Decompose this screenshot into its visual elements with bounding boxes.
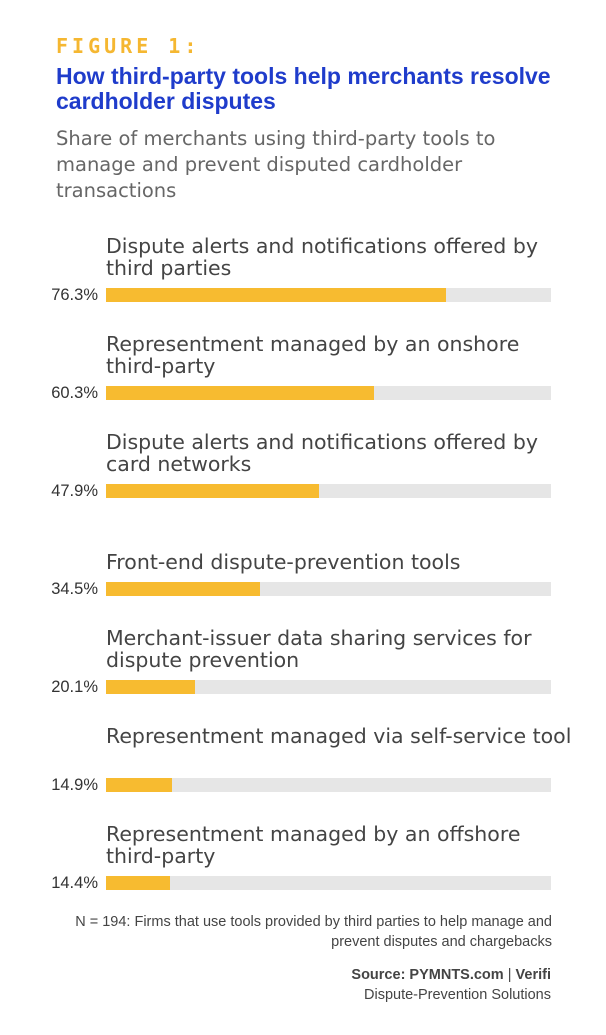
bar-category-label: Representment managed via self-service t…	[106, 724, 572, 748]
bar	[106, 876, 171, 890]
bar-value-label: 14.4%	[51, 874, 98, 892]
chart-subtitle: Share of merchants using third-party too…	[56, 127, 496, 202]
bar-category-label: Front-end dispute-prevention tools	[106, 550, 461, 574]
source-product: Dispute-Prevention Solutions	[364, 987, 551, 1003]
bar-track	[106, 778, 551, 792]
bar-track	[106, 386, 551, 400]
bar-category-label: Merchant-issuer data sharing services fo…	[106, 626, 532, 672]
bar-value-label: 60.3%	[51, 384, 98, 402]
chart-title: How third-party tools help merchants res…	[56, 63, 551, 114]
bar	[106, 484, 320, 498]
source-separator: |	[507, 967, 512, 983]
figure-label: FIGURE 1:	[56, 34, 201, 58]
sample-note: N = 194: Firms that use tools provided b…	[75, 914, 552, 950]
bar-value-label: 14.9%	[51, 776, 98, 794]
bar	[106, 386, 375, 400]
bar-value-label: 34.5%	[51, 580, 98, 598]
bar	[106, 778, 173, 792]
bar-track	[106, 876, 551, 890]
bar-value-label: 76.3%	[51, 286, 98, 304]
bar-category-label: Dispute alerts and notifications offered…	[106, 430, 538, 476]
bar-category-label: Representment managed by an offshore thi…	[106, 822, 521, 868]
source-prefix: Source: PYMNTS.com	[351, 967, 504, 983]
bar	[106, 288, 446, 302]
source-partner: Verifi	[515, 967, 551, 983]
bar-track	[106, 288, 551, 302]
bar-track	[106, 484, 551, 498]
source-credit: Source: PYMNTS.com | Verifi Dispute-Prev…	[200, 965, 551, 1005]
bar-track	[106, 680, 551, 694]
bar-category-label: Dispute alerts and notifications offered…	[106, 234, 538, 280]
bar	[106, 582, 260, 596]
bar-category-label: Representment managed by an onshore thir…	[106, 332, 520, 378]
bar-value-label: 47.9%	[51, 482, 98, 500]
bar-value-label: 20.1%	[51, 678, 98, 696]
bar	[106, 680, 196, 694]
bar-track	[106, 582, 551, 596]
